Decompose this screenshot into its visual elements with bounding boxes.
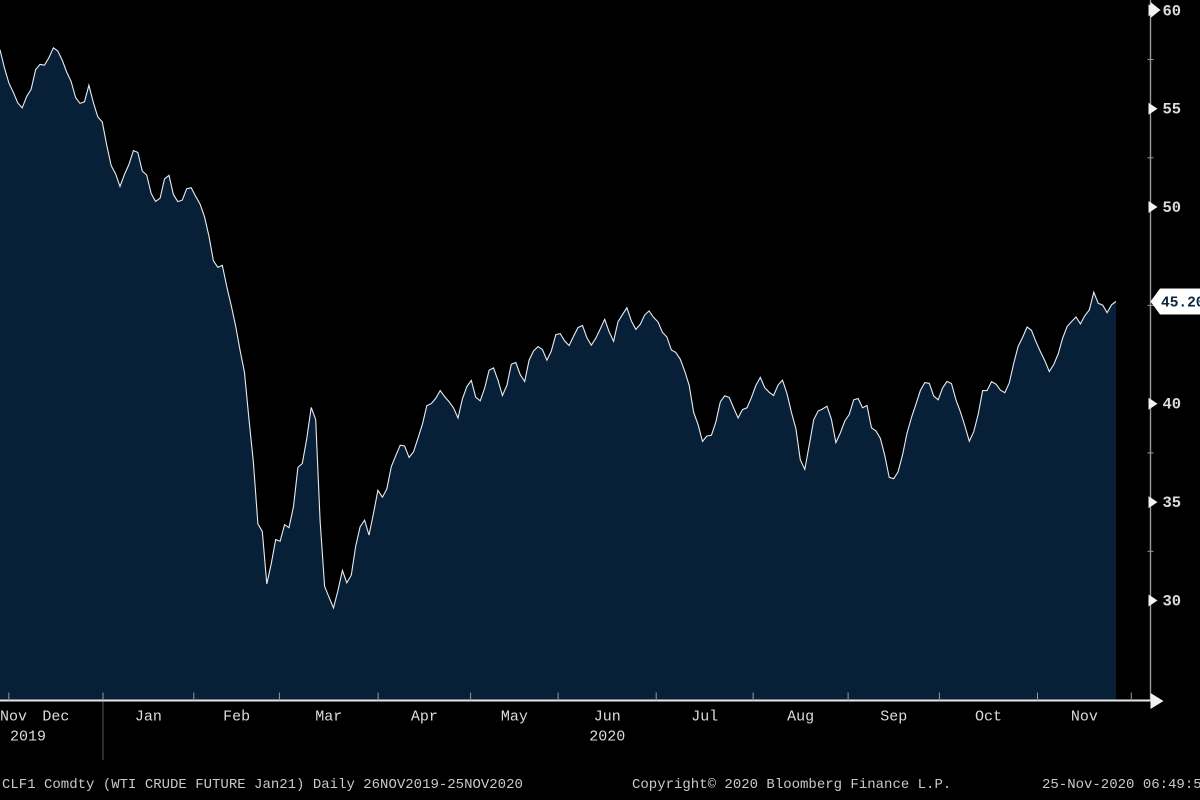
svg-text:Nov: Nov xyxy=(0,709,27,726)
svg-text:Jul: Jul xyxy=(691,709,718,726)
svg-text:Sep: Sep xyxy=(880,709,907,726)
svg-text:Apr: Apr xyxy=(411,709,438,726)
svg-text:50: 50 xyxy=(1163,199,1182,217)
svg-text:Nov: Nov xyxy=(1071,709,1098,726)
svg-text:60: 60 xyxy=(1163,2,1182,20)
svg-text:Dec: Dec xyxy=(42,709,69,726)
svg-text:Copyright© 2020 Bloomberg Fina: Copyright© 2020 Bloomberg Finance L.P. xyxy=(632,777,951,793)
svg-text:Jan: Jan xyxy=(135,709,162,726)
svg-text:Aug: Aug xyxy=(787,709,814,726)
svg-text:CLF1 Comdty (WTI CRUDE FUTURE: CLF1 Comdty (WTI CRUDE FUTURE Jan21) Dai… xyxy=(2,777,523,793)
svg-text:55: 55 xyxy=(1163,101,1182,119)
svg-text:2019: 2019 xyxy=(10,729,46,746)
svg-text:Mar: Mar xyxy=(315,709,342,726)
svg-text:25-Nov-2020 06:49:53: 25-Nov-2020 06:49:53 xyxy=(1042,777,1200,793)
svg-text:Feb: Feb xyxy=(223,709,250,726)
svg-text:Jun: Jun xyxy=(594,709,621,726)
svg-text:May: May xyxy=(501,709,528,726)
svg-text:Oct: Oct xyxy=(975,709,1002,726)
svg-text:2020: 2020 xyxy=(589,729,625,746)
svg-text:35: 35 xyxy=(1163,494,1182,512)
svg-text:45.20: 45.20 xyxy=(1161,296,1200,312)
svg-text:40: 40 xyxy=(1163,396,1182,414)
svg-text:30: 30 xyxy=(1163,593,1182,611)
